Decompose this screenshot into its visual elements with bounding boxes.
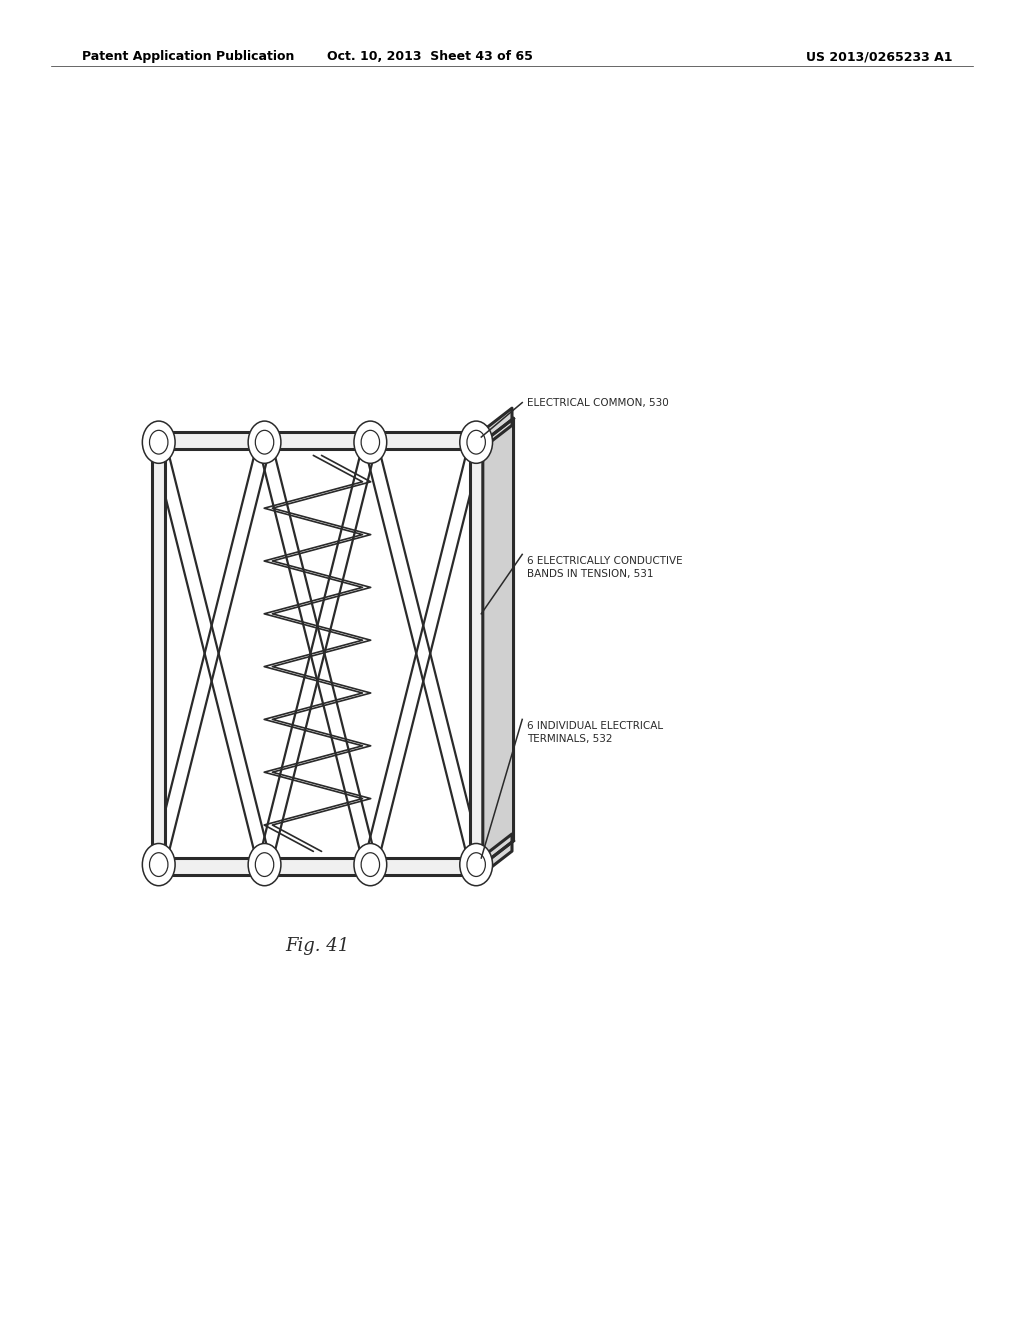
Polygon shape — [481, 834, 512, 875]
FancyBboxPatch shape — [152, 442, 166, 865]
Circle shape — [361, 430, 380, 454]
Circle shape — [248, 843, 281, 886]
Circle shape — [467, 430, 485, 454]
Circle shape — [142, 843, 175, 886]
Circle shape — [248, 421, 281, 463]
Text: 6 INDIVIDUAL ELECTRICAL
TERMINALS, 532: 6 INDIVIDUAL ELECTRICAL TERMINALS, 532 — [527, 721, 664, 744]
FancyBboxPatch shape — [469, 442, 483, 865]
Circle shape — [150, 430, 168, 454]
Polygon shape — [481, 408, 512, 449]
Text: ELECTRICAL COMMON, 530: ELECTRICAL COMMON, 530 — [527, 397, 669, 408]
Circle shape — [467, 853, 485, 876]
Circle shape — [361, 853, 380, 876]
Text: Oct. 10, 2013  Sheet 43 of 65: Oct. 10, 2013 Sheet 43 of 65 — [327, 50, 534, 63]
FancyBboxPatch shape — [154, 858, 481, 875]
Text: 6 ELECTRICALLY CONDUCTIVE
BANDS IN TENSION, 531: 6 ELECTRICALLY CONDUCTIVE BANDS IN TENSI… — [527, 556, 683, 579]
Circle shape — [460, 843, 493, 886]
Circle shape — [460, 421, 493, 463]
Circle shape — [255, 430, 273, 454]
Text: Patent Application Publication: Patent Application Publication — [82, 50, 294, 63]
FancyBboxPatch shape — [154, 432, 481, 449]
Circle shape — [150, 853, 168, 876]
Text: US 2013/0265233 A1: US 2013/0265233 A1 — [806, 50, 952, 63]
Polygon shape — [483, 418, 514, 865]
Circle shape — [354, 843, 387, 886]
Circle shape — [255, 853, 273, 876]
Text: Fig. 41: Fig. 41 — [286, 937, 349, 956]
Circle shape — [354, 421, 387, 463]
Circle shape — [142, 421, 175, 463]
